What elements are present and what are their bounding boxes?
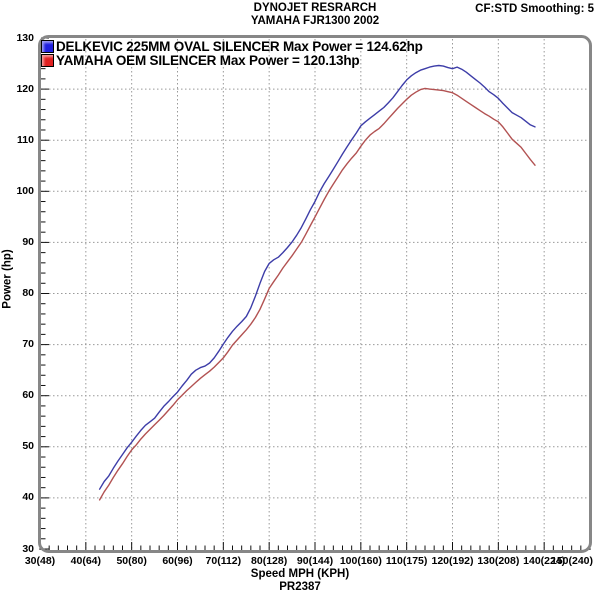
y-axis-title-text: Power (hp) — [2, 249, 15, 309]
y-tick-label: 40 — [22, 491, 34, 504]
y-tick-label: 70 — [22, 338, 34, 351]
legend-swatch-icon — [41, 53, 54, 67]
x-tick-label: 100(160) — [339, 555, 382, 567]
x-tick-label: 140(224) — [523, 555, 566, 567]
run-id: PR2387 — [279, 581, 321, 593]
legend-row-0: DELKEVIC 225MM OVAL SILENCER Max Power =… — [41, 38, 423, 54]
x-tick-label: 130(208) — [477, 555, 520, 567]
legend-label: DELKEVIC 225MM OVAL SILENCER Max Power =… — [56, 38, 423, 54]
x-tick-label: 90(144) — [296, 555, 334, 567]
x-tick-label: 80(128) — [251, 555, 288, 567]
y-tick-label: 120 — [16, 82, 34, 95]
x-tick-label: 60(96) — [162, 555, 193, 567]
series-curve-1 — [98, 87, 536, 501]
chart-title-block: DYNOJET RESRARCH YAMAHA FJR1300 2002 — [38, 2, 592, 28]
chart-title-line2: YAMAHA FJR1300 2002 — [250, 15, 380, 27]
smoothing-annotation: CF:STD Smoothing: 5 — [475, 3, 594, 15]
y-tick-label: 130 — [16, 31, 34, 44]
plot-area: DELKEVIC 225MM OVAL SILENCER Max Power =… — [38, 35, 592, 553]
chart-title-line1: DYNOJET RESRARCH — [253, 2, 377, 14]
y-tick-label: 110 — [17, 133, 34, 146]
x-tick-label: 30(48) — [24, 555, 56, 567]
chart-canvas — [38, 35, 592, 553]
y-tick-label: 80 — [22, 287, 34, 299]
y-tick-label: 100 — [16, 184, 34, 197]
x-tick-label: 150(240) — [550, 555, 594, 567]
x-tick-label: 110(175) — [385, 555, 428, 567]
plot-frame — [38, 35, 592, 553]
x-tick-label: 50(80) — [116, 555, 147, 567]
x-tick-label: 40(64) — [70, 555, 101, 567]
x-tick-label: 120(192) — [431, 555, 474, 567]
y-tick-label: 30 — [22, 542, 34, 555]
y-tick-label: 50 — [22, 440, 34, 453]
legend-row-1: YAMAHA OEM SILENCER Max Power = 120.13hp — [41, 52, 423, 68]
x-axis-title: Speed MPH (KPH) — [250, 568, 350, 580]
legend: DELKEVIC 225MM OVAL SILENCER Max Power =… — [41, 38, 423, 68]
series-curve-0 — [98, 64, 536, 490]
legend-swatch-icon — [41, 39, 54, 53]
x-tick-label: 70(112) — [205, 555, 242, 567]
y-tick-label: 60 — [22, 389, 34, 402]
legend-label: YAMAHA OEM SILENCER Max Power = 120.13hp — [56, 52, 360, 68]
y-tick-label: 90 — [22, 235, 34, 248]
